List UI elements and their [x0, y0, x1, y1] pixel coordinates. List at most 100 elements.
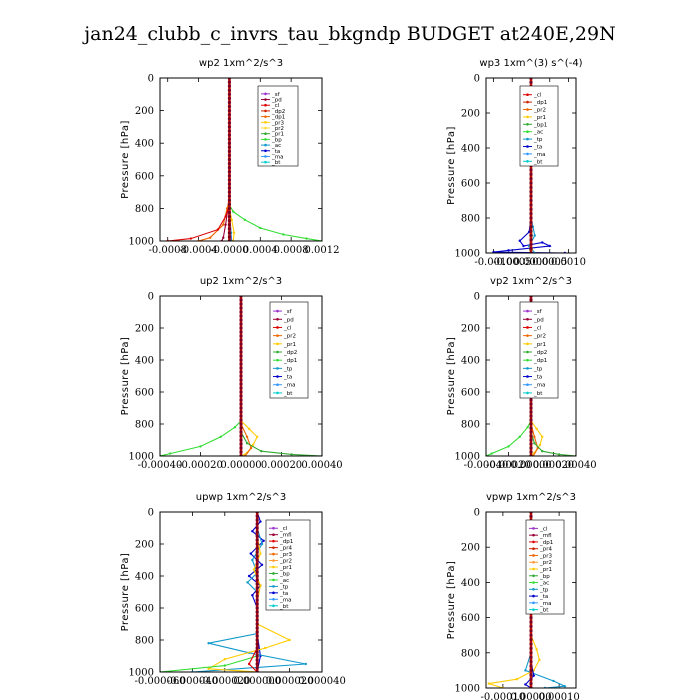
- zero-profile-point: [255, 630, 259, 634]
- legend-entry: _ta: [271, 149, 280, 155]
- zero-profile-point: [255, 550, 259, 554]
- zero-profile-point: [255, 546, 259, 550]
- panel-title: wp3 1xm^(3) s^(-4): [479, 58, 582, 69]
- zero-profile-point: [529, 220, 533, 224]
- x-tick-label: 0.0000: [514, 257, 549, 268]
- legend-marker: [264, 103, 267, 107]
- y-tick-label: 400: [461, 578, 480, 589]
- legend-entry: _pr4: [279, 546, 293, 552]
- legend-marker: [264, 143, 267, 147]
- zero-profile-point: [239, 394, 243, 398]
- series-point: [245, 442, 249, 445]
- legend-marker: [264, 138, 267, 141]
- zero-profile-point: [239, 334, 243, 338]
- legend-entry: _pr1: [539, 567, 552, 573]
- zero-profile-point: [227, 231, 232, 235]
- legend-box: [519, 301, 559, 399]
- plot-frame: [485, 295, 577, 457]
- legend-marker: [276, 367, 279, 370]
- plot-frame: [159, 77, 323, 242]
- series-point: [243, 218, 247, 222]
- legend-marker: [532, 554, 535, 557]
- zero-profile-point: [529, 430, 533, 434]
- legend-box: [519, 85, 559, 167]
- legend-marker: [276, 326, 279, 329]
- series-point: [533, 234, 536, 237]
- legend-marker: [532, 540, 535, 544]
- series-point: [538, 658, 541, 662]
- series-group: [160, 512, 307, 672]
- zero-profile-point: [239, 386, 243, 390]
- series-point: [552, 679, 555, 683]
- legend-marker: [526, 383, 529, 387]
- legend-entry: _dp2: [271, 109, 285, 115]
- legend-entry: _ma: [279, 597, 291, 603]
- figure-title: jan24_clubb_c_invrs_tau_bkgndp BUDGET at…: [82, 23, 615, 45]
- zero-profile-point: [529, 80, 533, 84]
- y-tick-label: 600: [461, 388, 480, 399]
- zero-profile-point: [255, 594, 259, 598]
- zero-profile-point: [529, 242, 533, 246]
- legend-entry: _tp: [283, 366, 293, 372]
- x-tick-label: 0.000040: [298, 676, 346, 687]
- y-tick-label: 800: [461, 214, 480, 225]
- series-point: [260, 542, 264, 546]
- series-point: [208, 236, 212, 239]
- series-point: [232, 231, 236, 235]
- zero-profile-point: [529, 406, 533, 410]
- panel-3: up2 1xm^2/s^3 Pressure [hPa] 0 200 400 600 800…: [120, 276, 343, 471]
- legend-entry: _ac: [271, 143, 281, 149]
- zero-profile-point: [227, 88, 232, 92]
- series-point: [233, 426, 237, 429]
- legend-entry: _pr3: [271, 120, 285, 126]
- zero-profile-point: [255, 606, 259, 610]
- series-point: [259, 584, 262, 587]
- zero-profile-point: [529, 682, 533, 686]
- zero-profile-point: [227, 133, 232, 137]
- zero-profile-point: [227, 104, 232, 109]
- legend-marker: [272, 546, 275, 549]
- legend-marker: [276, 391, 279, 395]
- panel-4: vp2 1xm^2/s^3 Pressure [hPa] 0 200 400 600 800…: [446, 276, 597, 471]
- zero-profile-point: [239, 370, 243, 374]
- zero-profile-point: [239, 438, 243, 442]
- legend-entry: _ac: [539, 581, 549, 587]
- panels: wp2 1xm^2/s^3 Pressure [hPa] 0 200 400 600 800…: [120, 58, 597, 700]
- legend-entry: _mfl: [279, 533, 292, 539]
- legend-marker: [276, 350, 279, 354]
- zero-profile-point: [239, 390, 243, 394]
- zero-profile-point: [227, 149, 232, 153]
- legend-marker: [526, 350, 529, 354]
- zero-profile-point: [227, 227, 232, 231]
- y-tick-label: 600: [461, 613, 480, 624]
- series-point: [526, 426, 529, 429]
- zero-profile-point: [529, 673, 533, 677]
- zero-profile-point: [255, 562, 259, 566]
- zero-profile-point: [227, 235, 232, 239]
- zero-profile-point: [529, 677, 533, 681]
- legend-entry: _cl: [533, 325, 542, 331]
- legend-entry: _cl: [271, 103, 280, 109]
- zero-profile-point: [255, 590, 259, 594]
- legend-entry: _dp1: [533, 358, 547, 364]
- zero-profile-point: [239, 338, 243, 342]
- y-tick-label: 800: [135, 420, 154, 431]
- series-point: [251, 443, 255, 446]
- zero-profile-point: [227, 186, 232, 190]
- plot-frame: [485, 77, 577, 254]
- zero-profile-point: [239, 354, 243, 358]
- x-tick-label: -0.00020: [178, 460, 223, 471]
- zero-profile-point: [227, 166, 232, 170]
- legend-entry: _pr2: [539, 560, 552, 566]
- zero-profile-point: [255, 622, 259, 626]
- series-point: [262, 539, 265, 542]
- y-tick-label: 1000: [129, 668, 154, 679]
- series-point: [507, 445, 510, 448]
- zero-profile-point: [255, 618, 259, 622]
- series-point: [538, 443, 542, 446]
- series-point: [548, 244, 551, 248]
- legend-entry: _ta: [533, 145, 542, 151]
- series-point: [199, 445, 202, 448]
- zero-profile-point: [529, 616, 533, 620]
